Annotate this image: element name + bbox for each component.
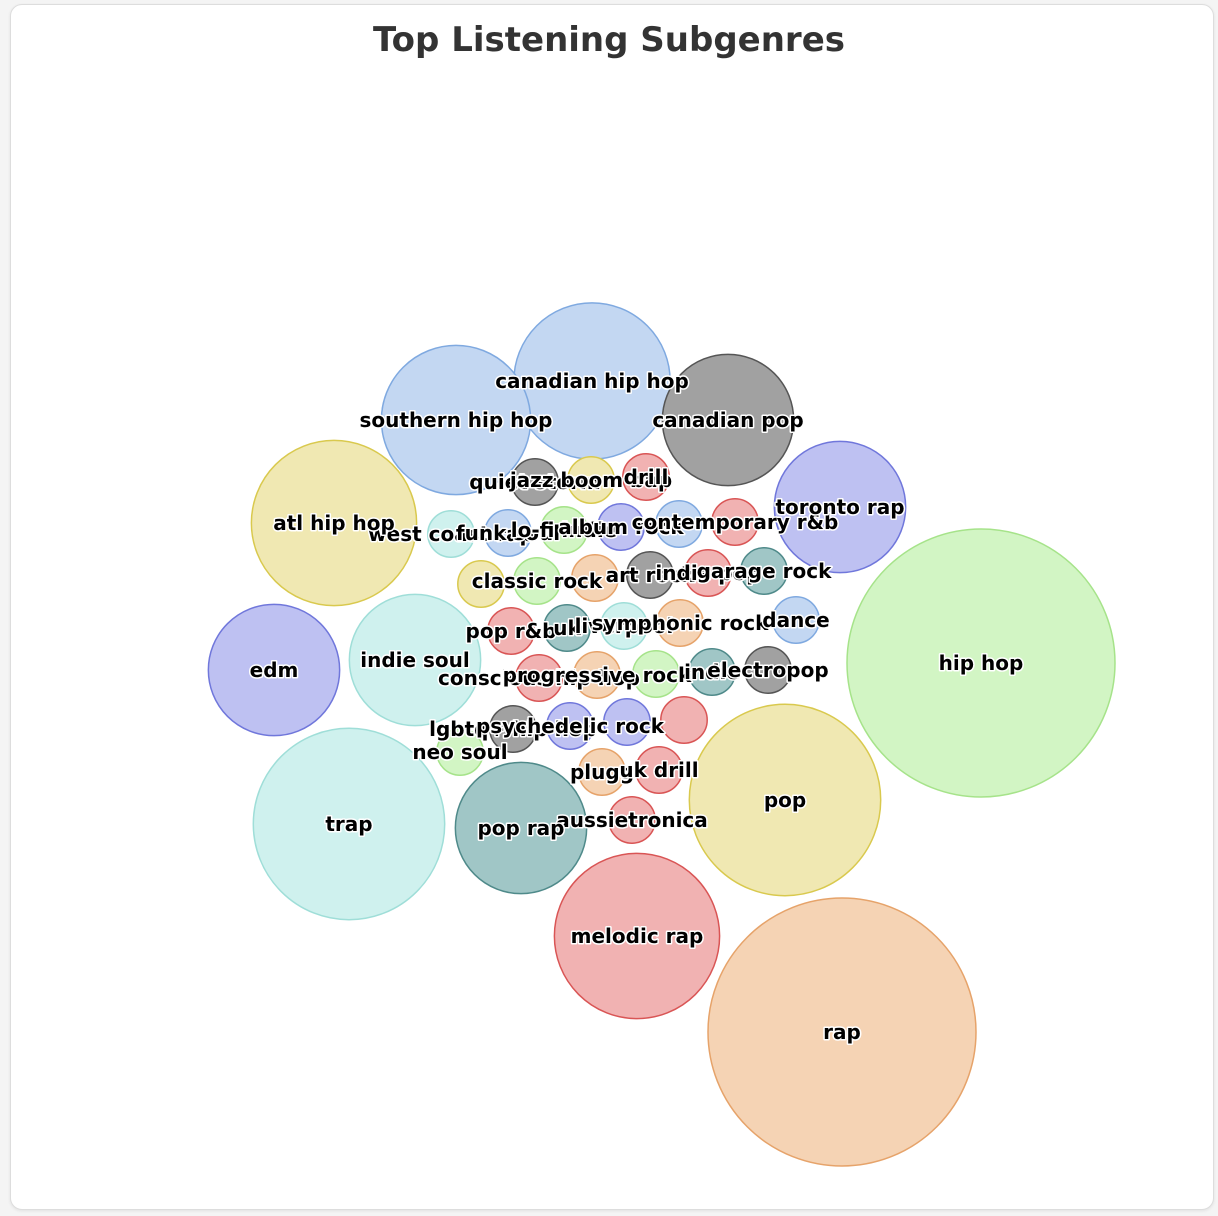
bubble-label-hip-hop: hip hop xyxy=(939,651,1024,675)
bubble-label-pop-r-b: pop r&b xyxy=(466,619,557,643)
bubble-minor-2[interactable] xyxy=(571,554,619,602)
bubble-minor-1[interactable] xyxy=(457,560,505,608)
bubble-album-rock[interactable] xyxy=(597,503,645,551)
bubble-label-canadian-hip-hop: canadian hip hop xyxy=(495,369,689,393)
bubble-pop-rap[interactable] xyxy=(454,761,588,895)
bubble-southern-hip-hop[interactable] xyxy=(380,344,532,496)
bubble-trap[interactable] xyxy=(252,727,446,921)
bubble-label-indie-pop: indie pop xyxy=(655,561,760,585)
bubble-minor-3[interactable] xyxy=(632,650,680,698)
bubble-label-psychedelic-rock: psychedelic rock xyxy=(476,714,665,738)
bubble-label-rap: rap xyxy=(823,1020,861,1044)
bubble-psychedelic-rock[interactable] xyxy=(546,702,594,750)
bubble-dance[interactable] xyxy=(772,596,820,644)
bubble-pop[interactable] xyxy=(688,703,882,897)
bubble-conscious-hip-hop[interactable] xyxy=(515,654,563,702)
bubble-minor-4[interactable] xyxy=(603,698,651,746)
bubble-funk-soul[interactable] xyxy=(484,509,532,557)
bubble-uk-drill[interactable] xyxy=(635,746,683,794)
bubble-label-plugg: plugg xyxy=(570,760,634,784)
bubble-indie[interactable] xyxy=(688,648,736,696)
bubble-indie-pop[interactable] xyxy=(684,549,732,597)
bubble-art-rock[interactable] xyxy=(626,551,674,599)
bubble-drill[interactable] xyxy=(622,453,670,501)
bubble-pop-r-b[interactable] xyxy=(487,607,535,655)
bubble-label-melodic-rap: melodic rap xyxy=(571,924,704,948)
bubble-label-lo-fi-indie: lo-fi indie xyxy=(511,518,618,542)
bubble-liverpool[interactable] xyxy=(600,602,648,650)
bubble-melodic-rap[interactable] xyxy=(553,852,721,1020)
bubble-jazz-boom-bap[interactable] xyxy=(567,456,615,504)
chart-title: Top Listening Subgenres xyxy=(372,20,845,60)
bubble-label-edm: edm xyxy=(250,658,299,682)
bubble-lgbtq-hip-hop[interactable] xyxy=(489,705,537,753)
bubble-label-toronto-rap: toronto rap xyxy=(775,495,904,519)
bubble-west-coast-rap[interactable] xyxy=(427,510,475,558)
bubble-edm[interactable] xyxy=(207,603,341,737)
bubble-layer xyxy=(207,302,1116,1167)
bubble-label-pop: pop xyxy=(764,788,806,812)
bubble-label-trap: trap xyxy=(325,812,372,836)
bubble-label-atl-hip-hop: atl hip hop xyxy=(273,511,395,535)
bubble-canadian-pop[interactable] xyxy=(661,353,795,487)
bubble-label-electropop: electropop xyxy=(707,658,828,682)
bubble-uk[interactable] xyxy=(543,604,591,652)
bubble-plugg[interactable] xyxy=(578,748,626,796)
bubble-label-pop-rap: pop rap xyxy=(477,816,564,840)
bubble-label-uk: uk xyxy=(553,616,581,640)
bubble-label-indie-soul: indie soul xyxy=(360,648,470,672)
bubble-label-progressive-rock: progressive rock xyxy=(503,663,692,687)
bubble-indie-soul[interactable] xyxy=(348,593,482,727)
bubble-hip-hop[interactable] xyxy=(846,528,1116,798)
bubble-label-drill: drill xyxy=(624,465,669,489)
bubble-label-canadian-pop: canadian pop xyxy=(652,408,803,432)
bubble-label-neo-soul: neo soul xyxy=(412,740,507,764)
bubble-label-art-rock: art rock xyxy=(606,563,695,587)
bubble-label-dance: dance xyxy=(762,608,829,632)
bubble-label-indie: indie xyxy=(684,660,740,684)
bubble-label-quiet-storm: quiet storm xyxy=(469,470,600,494)
bubble-atl-hip-hop[interactable] xyxy=(250,439,418,607)
bubble-symphonic-rock[interactable] xyxy=(656,599,704,647)
bubble-label-symphonic-rock: symphonic rock xyxy=(592,611,769,635)
bubble-lo-fi-indie[interactable] xyxy=(540,506,588,554)
bubble-quiet-storm[interactable] xyxy=(511,458,559,506)
bubble-toronto-rap[interactable] xyxy=(773,440,907,574)
bubble-label-southern-hip-hop: southern hip hop xyxy=(360,408,553,432)
bubble-label-conscious-hip-hop: conscious hip hop xyxy=(438,666,640,690)
bubble-minor-0[interactable] xyxy=(655,500,703,548)
bubble-label-jazz-boom-bap: jazz boom bap xyxy=(509,468,672,492)
bubble-label-lgbtq-hip-hop: lgbtq+ hip hop xyxy=(429,717,597,741)
bubble-label-west-coast-rap: west coast rap xyxy=(368,522,534,546)
bubble-garage-rock[interactable] xyxy=(740,547,788,595)
bubble-label-aussietronica: aussietronica xyxy=(556,808,708,832)
bubble-label-garage-rock: garage rock xyxy=(697,559,832,583)
bubble-classic-rock[interactable] xyxy=(513,557,561,605)
bubble-minor-5[interactable] xyxy=(660,696,708,744)
bubble-neo-soul[interactable] xyxy=(436,728,484,776)
bubble-contemporary-r-b[interactable] xyxy=(711,498,759,546)
bubble-label-contemporary-r-b: contemporary r&b xyxy=(632,510,839,534)
bubble-progressive-rock[interactable] xyxy=(573,651,621,699)
bubble-rap[interactable] xyxy=(707,897,977,1167)
bubble-label-classic-rock: classic rock xyxy=(472,569,603,593)
bubble-label-liverpool: liverpool xyxy=(575,614,674,638)
bubble-label-funk-soul: funk soul xyxy=(456,521,560,545)
bubble-aussietronica[interactable] xyxy=(608,796,656,844)
bubble-label-album-rock: album rock xyxy=(558,515,684,539)
bubble-electropop[interactable] xyxy=(744,646,792,694)
bubble-label-uk-drill: uk drill xyxy=(619,758,698,782)
